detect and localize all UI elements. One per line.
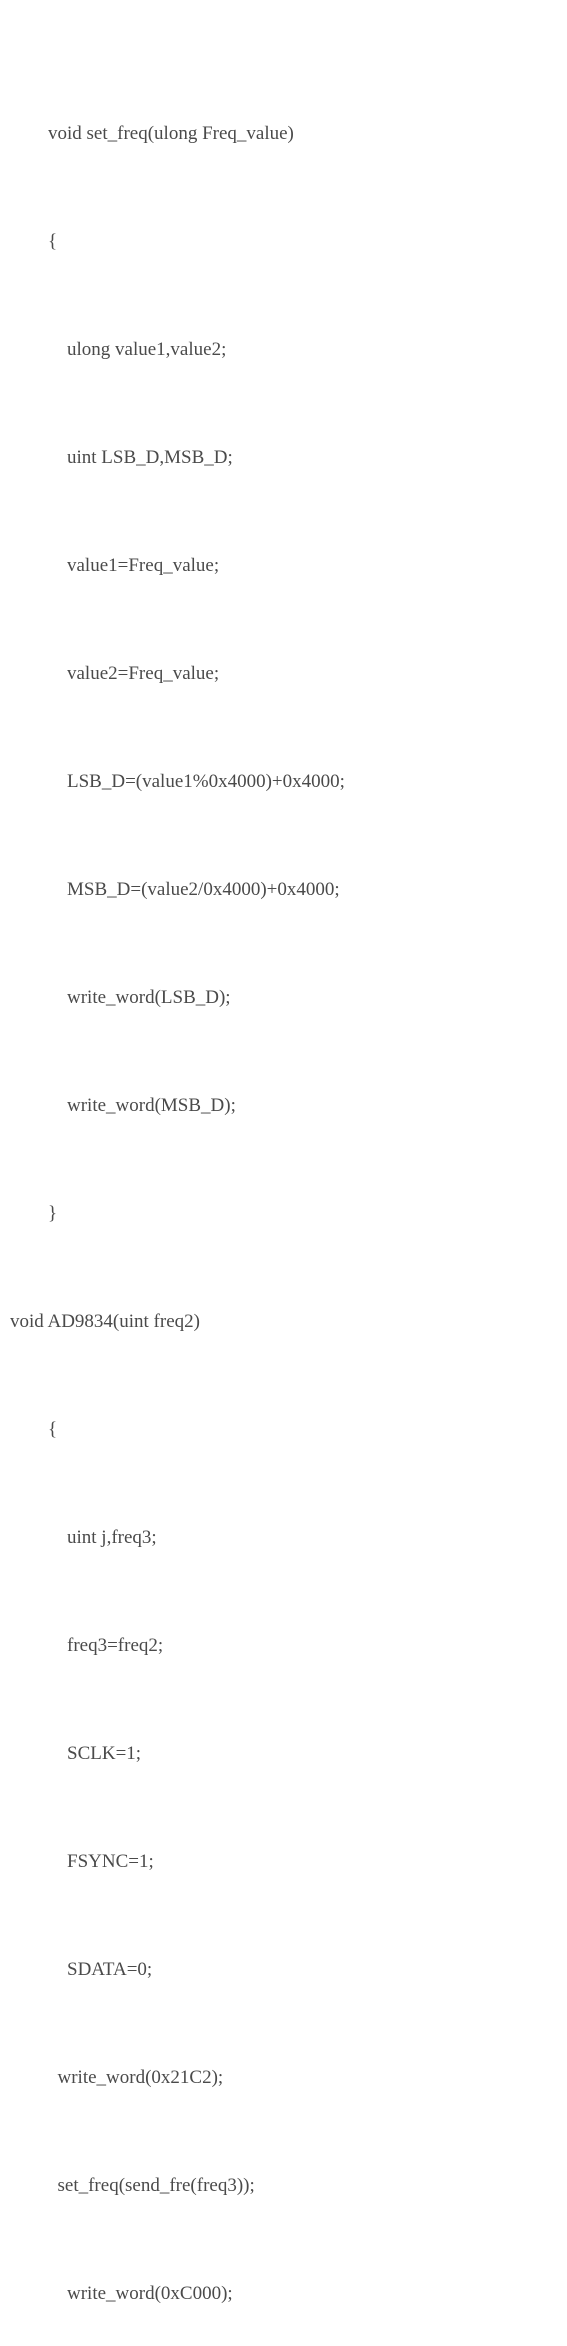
code-line: value1=Freq_value; [10, 548, 557, 584]
code-line: write_word(0xC000); [10, 2276, 557, 2312]
code-line: uint j,freq3; [10, 1520, 557, 1556]
code-line: SCLK=1; [10, 1736, 557, 1772]
code-line: FSYNC=1; [10, 1844, 557, 1880]
code-line: { [10, 1412, 557, 1448]
code-line: write_word(MSB_D); [10, 1088, 557, 1124]
code-line: { [10, 224, 557, 260]
code-line: } [10, 1196, 557, 1232]
code-line: uint LSB_D,MSB_D; [10, 440, 557, 476]
code-line: void set_freq(ulong Freq_value) [10, 116, 557, 152]
code-line: freq3=freq2; [10, 1628, 557, 1664]
code-line: LSB_D=(value1%0x4000)+0x4000; [10, 764, 557, 800]
code-line: void AD9834(uint freq2) [10, 1304, 557, 1340]
code-line: set_freq(send_fre(freq3)); [10, 2168, 557, 2204]
code-line: MSB_D=(value2/0x4000)+0x4000; [10, 872, 557, 908]
code-line: write_word(LSB_D); [10, 980, 557, 1016]
code-line: ulong value1,value2; [10, 332, 557, 368]
code-line: value2=Freq_value; [10, 656, 557, 692]
code-line: write_word(0x21C2); [10, 2060, 557, 2096]
code-page: void set_freq(ulong Freq_value) { ulong … [0, 0, 567, 2346]
code-line: SDATA=0; [10, 1952, 557, 1988]
